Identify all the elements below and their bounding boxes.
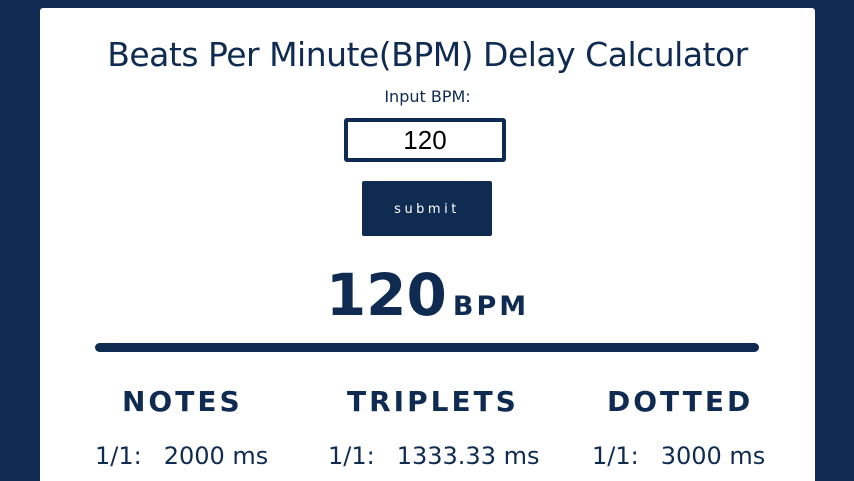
triplets-row-note: 1/1: [328, 442, 375, 470]
dotted-row: 1/1: 3000 ms [592, 444, 765, 468]
notes-row-note: 1/1: [95, 442, 142, 470]
bpm-input-label: Input BPM: [384, 87, 471, 106]
triplets-row-value: 1333.33 ms [396, 442, 540, 470]
notes-row: 1/1: 2000 ms [95, 444, 268, 468]
triplets-column: TRIPLETS [347, 388, 519, 416]
bpm-input[interactable] [344, 118, 506, 162]
page-title: Beats Per Minute(BPM) Delay Calculator [107, 35, 748, 74]
notes-header: NOTES [122, 385, 243, 418]
notes-column: NOTES [122, 388, 243, 416]
bpm-value: 120 [325, 261, 447, 329]
dotted-row-note: 1/1: [592, 442, 639, 470]
calculator-card: Beats Per Minute(BPM) Delay Calculator I… [40, 8, 815, 481]
notes-row-value: 2000 ms [163, 442, 269, 470]
dotted-header: DOTTED [607, 385, 754, 418]
divider [95, 343, 759, 352]
triplets-row: 1/1: 1333.33 ms [328, 444, 539, 468]
dotted-row-value: 3000 ms [660, 442, 766, 470]
bpm-display: 120 BPM [40, 266, 815, 324]
submit-button[interactable]: submit [362, 181, 492, 236]
bpm-unit: BPM [452, 291, 530, 322]
triplets-header: TRIPLETS [347, 385, 519, 418]
dotted-column: DOTTED [607, 388, 753, 416]
